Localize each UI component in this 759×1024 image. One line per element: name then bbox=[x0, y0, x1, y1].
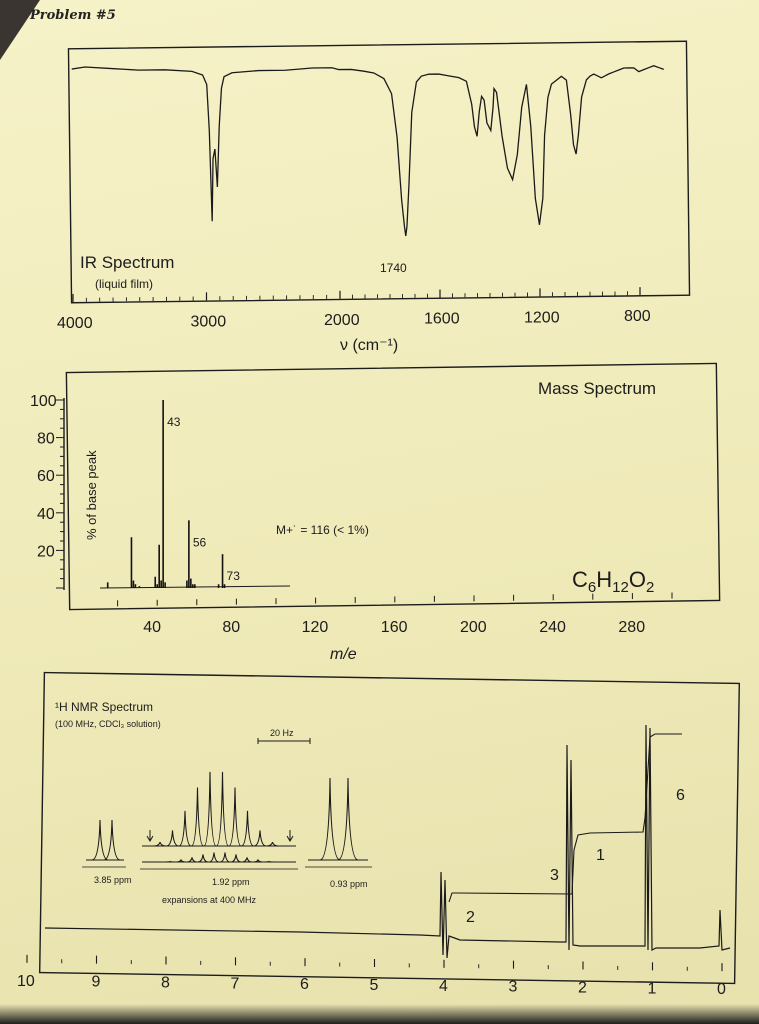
nmr-expansion-peak bbox=[153, 841, 167, 847]
ir-annotation-1740: 1740 bbox=[380, 261, 407, 275]
ms-x-tick-label: 160 bbox=[381, 619, 408, 636]
nmr-subtitle: (100 MHz, CDCl₃ solution) bbox=[55, 719, 161, 729]
page-shadow bbox=[0, 0, 40, 60]
ms-x-tick-label: 40 bbox=[143, 619, 161, 636]
nmr-frame bbox=[38, 671, 741, 985]
ms-y-tick-label: 60 bbox=[37, 468, 55, 485]
nmr-tick-label: 2 bbox=[578, 979, 587, 996]
nmr-expansion-peak bbox=[266, 841, 279, 847]
ir-xaxis-label: ν (cm⁻¹) bbox=[340, 337, 398, 354]
nmr-expansion-peak bbox=[175, 858, 187, 863]
ir-tick-label: 1200 bbox=[524, 309, 560, 326]
nmr-tick-label: 0 bbox=[717, 981, 726, 998]
nmr-expansion-peak bbox=[208, 852, 220, 863]
ms-peak-label: 56 bbox=[193, 535, 207, 549]
ms-x-tick-label: 80 bbox=[222, 619, 240, 636]
ms-peak-label: 73 bbox=[227, 569, 241, 583]
nmr-scale-bar bbox=[257, 738, 311, 744]
ms-frame bbox=[65, 362, 721, 611]
ir-frame bbox=[67, 40, 691, 304]
ms-xaxis-label: m/e bbox=[330, 646, 357, 663]
nmr-integration-label: 2 bbox=[466, 909, 475, 926]
ms-title: Mass Spectrum bbox=[538, 379, 656, 398]
nmr-expansion-peak bbox=[241, 810, 254, 847]
ms-formula: C6H12O2 bbox=[572, 567, 654, 596]
nmr-expansion-note: expansions at 400 MHz bbox=[162, 895, 257, 905]
nmr-tick-label: 9 bbox=[92, 974, 101, 991]
nmr-expansion-peak bbox=[190, 787, 205, 847]
down-arrow-icon bbox=[146, 830, 154, 842]
nmr-expansion-label: 1.92 ppm bbox=[212, 877, 250, 887]
nmr-tick-label: 3 bbox=[509, 979, 518, 996]
nmr-expansion-peak bbox=[219, 852, 231, 863]
ms-y-tick-label: 100 bbox=[30, 393, 57, 410]
nmr-expansion-peak bbox=[230, 854, 242, 863]
nmr-expansion-peak bbox=[252, 858, 264, 863]
nmr-spectrum-trace bbox=[44, 724, 731, 959]
nmr-expansion-peak bbox=[91, 819, 109, 861]
ir-tick-label: 3000 bbox=[191, 313, 227, 330]
nmr-tick-label: 1 bbox=[648, 980, 657, 997]
ms-molecular-ion: M+˙ = 116 (< 1%) bbox=[276, 523, 369, 537]
nmr-expansion-peak bbox=[166, 830, 179, 847]
nmr-expansion-peak bbox=[197, 854, 209, 863]
nmr-expansion-peak bbox=[263, 860, 275, 863]
ms-y-tick-label: 40 bbox=[37, 506, 55, 523]
page-shadow-bottom bbox=[0, 1004, 759, 1024]
nmr-expansion-peak bbox=[203, 771, 217, 847]
ms-x-tick-label: 120 bbox=[302, 619, 329, 636]
ir-tick-label: 1600 bbox=[424, 311, 460, 328]
nmr-expansion-peak bbox=[337, 777, 359, 861]
nmr-integration-label: 6 bbox=[676, 787, 685, 804]
nmr-tick-label: 8 bbox=[161, 974, 170, 991]
nmr-expansion-peak bbox=[103, 819, 121, 861]
problem-title: Problem #5 bbox=[30, 8, 116, 23]
nmr-tick-label: 5 bbox=[370, 977, 379, 994]
ms-ylabel: % of base peak bbox=[84, 450, 99, 540]
ir-tick-label: 2000 bbox=[324, 312, 360, 329]
down-arrow-icon bbox=[286, 830, 294, 842]
nmr-expansion-label: 0.93 ppm bbox=[330, 879, 368, 889]
nmr-expansion-peak bbox=[253, 830, 267, 847]
nmr-title: ¹H NMR Spectrum bbox=[55, 700, 153, 714]
nmr-integration-curve bbox=[448, 733, 682, 903]
nmr-integration-label: 3 bbox=[550, 867, 559, 884]
nmr-expansion-peak bbox=[241, 857, 253, 863]
ir-title: IR Spectrum bbox=[80, 253, 174, 272]
ir-tick-label: 4000 bbox=[57, 315, 93, 332]
ir-subtitle: (liquid film) bbox=[95, 277, 153, 291]
ms-y-tick-label: 20 bbox=[37, 543, 55, 560]
nmr-scale-bar-label: 20 Hz bbox=[270, 728, 294, 738]
nmr-expansion-peak bbox=[319, 777, 341, 861]
nmr-tick-label: 10 bbox=[17, 973, 35, 990]
nmr-integration-label: 1 bbox=[596, 847, 605, 864]
nmr-expansion-label: 3.85 ppm bbox=[94, 875, 132, 885]
nmr-tick-label: 4 bbox=[439, 978, 448, 995]
nmr-tick-label: 7 bbox=[231, 975, 240, 992]
ms-x-tick-label: 240 bbox=[539, 619, 566, 636]
ir-spectrum-trace bbox=[71, 65, 664, 237]
ms-y-tick-label: 80 bbox=[37, 431, 55, 448]
ms-x-tick-label: 280 bbox=[618, 619, 645, 636]
ms-x-tick-label: 200 bbox=[460, 619, 487, 636]
nmr-expansion-peak bbox=[186, 857, 198, 863]
ir-tick-label: 800 bbox=[624, 308, 651, 325]
nmr-expansion-peak bbox=[228, 787, 242, 847]
ms-peak-label: 43 bbox=[167, 415, 181, 429]
nmr-expansion-peak bbox=[178, 810, 192, 847]
nmr-expansion-peak bbox=[215, 771, 230, 847]
nmr-expansion-peak bbox=[164, 860, 176, 863]
nmr-tick-label: 6 bbox=[300, 976, 309, 993]
